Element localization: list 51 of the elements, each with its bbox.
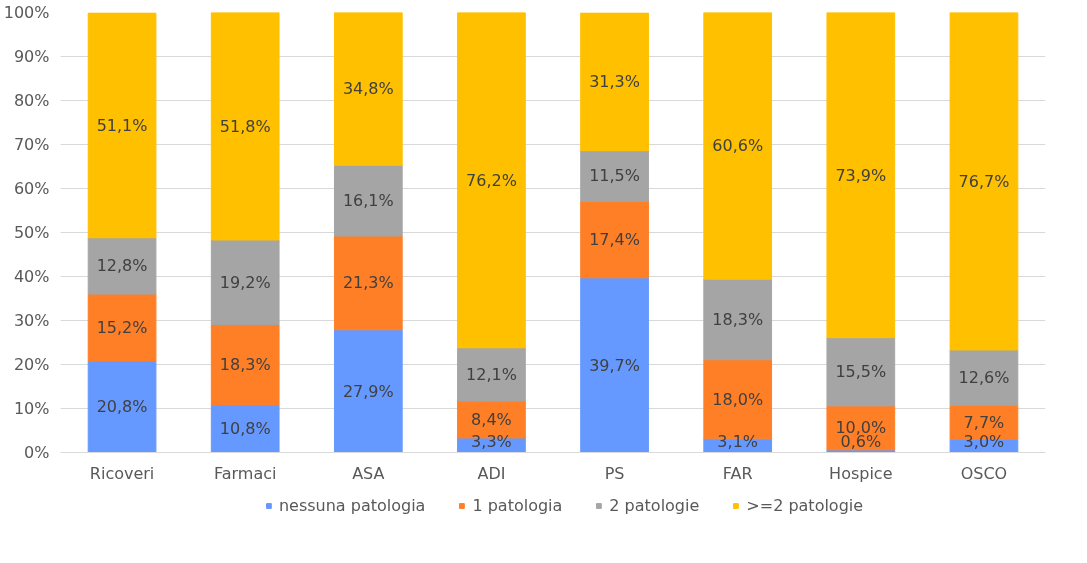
- y-tick-label: 30%: [13, 311, 50, 330]
- data-label: 12,1%: [466, 364, 517, 384]
- y-tick-label: 50%: [13, 223, 50, 242]
- data-label: 39,7%: [589, 355, 640, 375]
- data-label: 10,8%: [219, 419, 271, 439]
- data-label: 17,4%: [589, 230, 640, 250]
- y-tick-label: 90%: [13, 47, 50, 66]
- data-label: 15,2%: [96, 318, 148, 338]
- legend-label: 1 patologia: [472, 495, 563, 515]
- data-label: 51,1%: [96, 115, 148, 135]
- x-tick-label: Ricoveri: [89, 463, 155, 483]
- legend-label: nessuna patologia: [278, 495, 426, 515]
- x-tick-label: PS: [604, 463, 625, 483]
- data-label: 3,3%: [471, 432, 512, 451]
- data-label: 7,7%: [963, 412, 1005, 432]
- y-tick-label: 60%: [13, 179, 50, 198]
- data-label: 18,3%: [219, 355, 271, 375]
- data-label: 73,9%: [835, 165, 887, 185]
- data-label: 27,9%: [342, 381, 394, 401]
- legend-label: 2 patologie: [609, 495, 700, 515]
- x-tick-label: ADI: [477, 463, 506, 483]
- legend-label: >=2 patologie: [746, 495, 864, 515]
- data-label: 8,4%: [471, 410, 512, 429]
- data-label: 18,0%: [712, 389, 764, 409]
- data-label: 60,6%: [712, 136, 764, 156]
- data-label: 12,6%: [958, 368, 1010, 388]
- y-tick-label: 70%: [13, 135, 50, 154]
- x-tick-label: FAR: [722, 463, 753, 483]
- data-label: 31,3%: [589, 72, 640, 92]
- y-tick-label: 10%: [13, 399, 50, 418]
- data-label: 12,8%: [96, 256, 148, 276]
- data-label: 15,5%: [835, 362, 887, 382]
- data-label: 34,8%: [342, 79, 394, 99]
- data-label: 76,7%: [958, 171, 1010, 191]
- y-tick-label: 0%: [24, 443, 50, 462]
- data-label: 21,3%: [342, 273, 394, 293]
- x-tick-label: Hospice: [829, 463, 893, 483]
- y-tick-label: 100%: [3, 3, 50, 22]
- x-tick-label: OSCO: [960, 463, 1008, 483]
- y-tick-label: 80%: [13, 91, 50, 110]
- x-tick-label: ASA: [352, 463, 385, 483]
- data-label: 76,2%: [466, 170, 517, 190]
- data-label: 11,5%: [589, 166, 640, 186]
- data-label: 19,2%: [219, 272, 271, 292]
- data-label: 51,8%: [219, 116, 271, 136]
- y-tick-label: 20%: [13, 355, 50, 374]
- x-tick-label: Farmaci: [213, 463, 277, 483]
- data-label: 18,3%: [712, 309, 764, 329]
- data-label: 20,8%: [96, 397, 148, 417]
- y-tick-label: 40%: [13, 267, 50, 286]
- data-label: 16,1%: [342, 191, 394, 211]
